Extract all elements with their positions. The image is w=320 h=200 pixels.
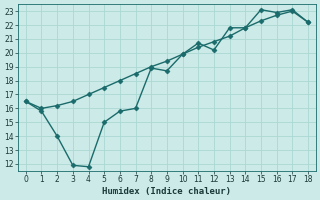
X-axis label: Humidex (Indice chaleur): Humidex (Indice chaleur) (102, 187, 231, 196)
